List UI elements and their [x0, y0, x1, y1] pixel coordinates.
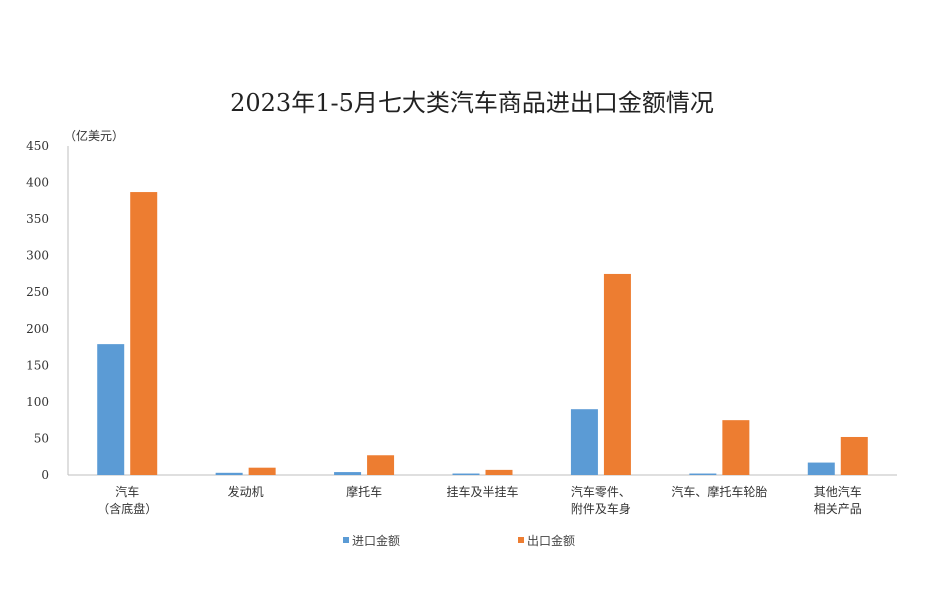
bar-import-4 — [570, 409, 598, 475]
category-label: 其他汽车 — [814, 484, 862, 499]
y-tick-label: 100 — [26, 395, 49, 409]
y-tick-label: 200 — [26, 322, 49, 336]
category-label: 汽车零件、 — [571, 484, 631, 499]
category-labels: 汽车 （含底盘） 发动机 摩托车 挂车及半挂车 汽车零件、附件及车身 汽车、摩托车轮胎 其他汽… — [97, 484, 862, 516]
y-tick-label: 300 — [26, 249, 49, 263]
y-tick-label: 250 — [26, 285, 49, 299]
legend-label-1: 出口金额 — [527, 533, 575, 548]
legend-swatch-0 — [343, 537, 349, 543]
y-tick-labels: 0 50 100 150 200 250 300 350 400 450 — [26, 139, 49, 482]
bars — [97, 192, 868, 475]
bar-import-2 — [334, 472, 362, 475]
y-tick-label: 50 — [34, 431, 49, 445]
category-label: （含底盘） — [97, 501, 157, 516]
category-label: 挂车及半挂车 — [446, 484, 518, 499]
bar-export-6 — [840, 436, 868, 475]
legend-label-0: 进口金额 — [352, 533, 400, 548]
y-tick-label: 450 — [26, 139, 49, 153]
bar-export-0 — [130, 192, 158, 475]
bar-export-4 — [603, 273, 631, 475]
y-tick-label: 350 — [26, 212, 49, 226]
category-label: 相关产品 — [814, 502, 862, 516]
category-label: 发动机 — [228, 484, 264, 499]
legend-swatch-1 — [518, 537, 524, 543]
bar-import-6 — [807, 462, 835, 475]
chart-title: 2023年1-5月七大类汽车商品进出口金额情况 — [230, 89, 714, 117]
category-label: 汽车 — [115, 484, 139, 499]
bar-import-3 — [452, 473, 480, 475]
category-label: 摩托车 — [346, 484, 382, 499]
bar-export-2 — [367, 455, 395, 475]
y-axis-unit-label: （亿美元） — [64, 128, 124, 143]
category-label: 汽车、摩托车轮胎 — [671, 484, 767, 499]
y-tick-label: 150 — [26, 358, 49, 372]
bar-import-1 — [215, 472, 243, 475]
bar-export-1 — [248, 467, 276, 475]
legend: 进口金额 出口金额 — [343, 533, 575, 548]
y-tick-label: 400 — [26, 176, 49, 190]
bar-import-5 — [689, 473, 717, 475]
bar-import-0 — [97, 344, 125, 475]
y-tick-label: 0 — [41, 468, 49, 482]
bar-export-5 — [722, 420, 750, 475]
bar-export-3 — [485, 469, 513, 475]
category-label: 附件及车身 — [571, 501, 631, 516]
